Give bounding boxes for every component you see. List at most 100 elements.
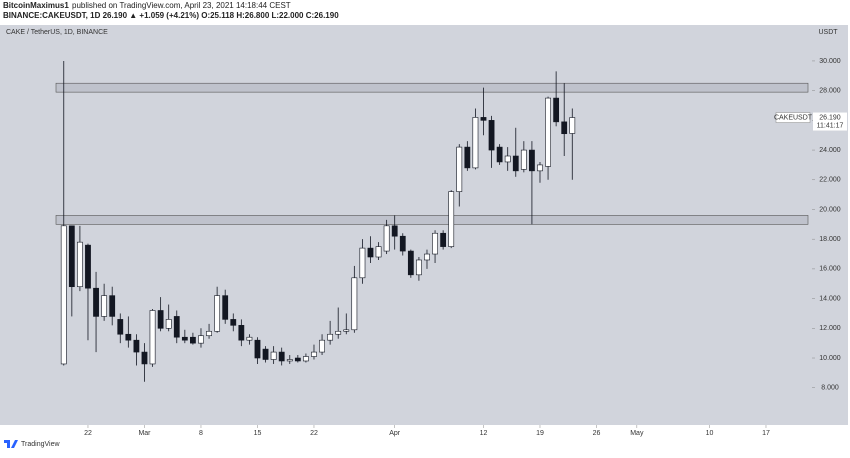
candle-body	[512, 155, 519, 172]
candle-body	[77, 241, 83, 288]
candle-body	[60, 225, 67, 365]
x-tick-label: Mar	[138, 430, 151, 437]
author: BitcoinMaximus1	[3, 1, 69, 10]
candle-body	[157, 310, 164, 329]
candle-body	[311, 351, 317, 357]
last-price: 26.190	[819, 114, 841, 121]
candle-body	[424, 253, 430, 261]
x-tick-label: 17	[762, 430, 770, 437]
candle-body	[496, 146, 503, 163]
unit: USDT	[818, 29, 838, 36]
candle-body	[545, 97, 551, 167]
candle-body	[85, 244, 91, 289]
candle-body	[569, 117, 576, 134]
candle-body	[206, 330, 212, 337]
y-tick-label: 16.000	[819, 266, 841, 273]
chart-title: CAKE / TetherUS, 1D, BINANCE	[6, 29, 108, 36]
candle-body	[391, 225, 398, 237]
countdown: 11:41:17	[817, 122, 844, 129]
last-price-box	[813, 112, 847, 131]
candle-body	[472, 117, 479, 169]
candle-body	[294, 357, 301, 362]
candle-body	[125, 333, 132, 341]
x-tick-label: 22	[310, 430, 318, 437]
x-tick-label: 15	[254, 430, 262, 437]
candle-body	[351, 277, 358, 331]
candle-body	[270, 351, 277, 360]
candle-body	[561, 121, 568, 135]
candle-body	[383, 225, 390, 252]
candle-body	[278, 351, 285, 362]
zone	[55, 215, 809, 225]
candle-body	[262, 348, 269, 360]
x-tick-label: 19	[536, 430, 544, 437]
candle-body	[68, 225, 75, 288]
price-axis	[812, 25, 848, 425]
candle-body	[432, 232, 438, 255]
candle-body	[480, 117, 487, 121]
x-tick-label: Apr	[389, 430, 401, 437]
price-tag	[775, 112, 811, 123]
x-tick-label: 10	[706, 430, 714, 437]
candle-body	[238, 325, 245, 341]
x-tick-label: 22	[84, 430, 92, 437]
candle-body	[181, 336, 188, 341]
candle-body	[246, 336, 253, 341]
candle-body	[222, 295, 229, 320]
candle-body	[367, 247, 374, 258]
y-tick-label: 30.000	[819, 58, 841, 65]
candle-body	[190, 336, 196, 344]
candle-body	[537, 164, 543, 172]
candle-body	[520, 149, 527, 170]
candle-body	[343, 329, 350, 332]
candle-body	[375, 246, 382, 258]
candle-body	[335, 330, 342, 335]
candle-body	[456, 146, 463, 192]
symbol-tag: CAKEUSDT	[774, 114, 813, 121]
y-tick-label: 14.000	[819, 295, 841, 302]
brand: TradingView	[21, 441, 60, 448]
x-tick-label: 26	[593, 430, 601, 437]
candle-body	[149, 310, 156, 365]
quote: BINANCE:CAKEUSDT, 1D 26.190 ▲ +1.059 (+4…	[3, 11, 339, 20]
candle-body	[230, 319, 237, 326]
candle-body	[141, 351, 148, 365]
candle-body	[399, 235, 406, 252]
candle-body	[109, 295, 116, 317]
y-tick-label: 24.000	[819, 147, 841, 154]
candle-body	[464, 146, 471, 169]
zone	[55, 82, 809, 93]
y-tick-label: 20.000	[819, 206, 841, 213]
candle-body	[303, 356, 309, 362]
candle-body	[214, 295, 221, 332]
candle-body	[416, 259, 422, 276]
y-tick-label: 8.000	[821, 385, 839, 392]
candle-body	[407, 250, 414, 276]
candle-body	[165, 319, 172, 329]
y-tick-label: 22.000	[819, 177, 841, 184]
candle-body	[553, 97, 560, 123]
candle-body	[319, 339, 325, 353]
candle-body	[133, 339, 140, 353]
candle-body	[359, 247, 366, 279]
x-tick-label: 8	[199, 430, 203, 437]
candle-body	[488, 120, 495, 151]
y-tick-label: 10.000	[819, 355, 841, 362]
candle-body	[101, 295, 108, 317]
candle-body	[286, 359, 293, 362]
y-tick-label: 28.000	[819, 87, 841, 94]
y-tick-label: 12.000	[819, 325, 841, 332]
candle-body	[93, 287, 99, 317]
candle-body	[117, 319, 124, 335]
published: published on TradingView.com, April 23, …	[72, 1, 291, 10]
candle-body	[529, 149, 535, 172]
candle-body	[327, 333, 334, 341]
candle-body	[173, 316, 180, 338]
candle-body	[254, 339, 261, 359]
x-tick-label: May	[630, 430, 644, 437]
candle-body	[198, 335, 204, 344]
candle-body	[448, 191, 455, 247]
candle-body	[440, 232, 447, 247]
y-tick-label: 18.000	[819, 236, 841, 243]
